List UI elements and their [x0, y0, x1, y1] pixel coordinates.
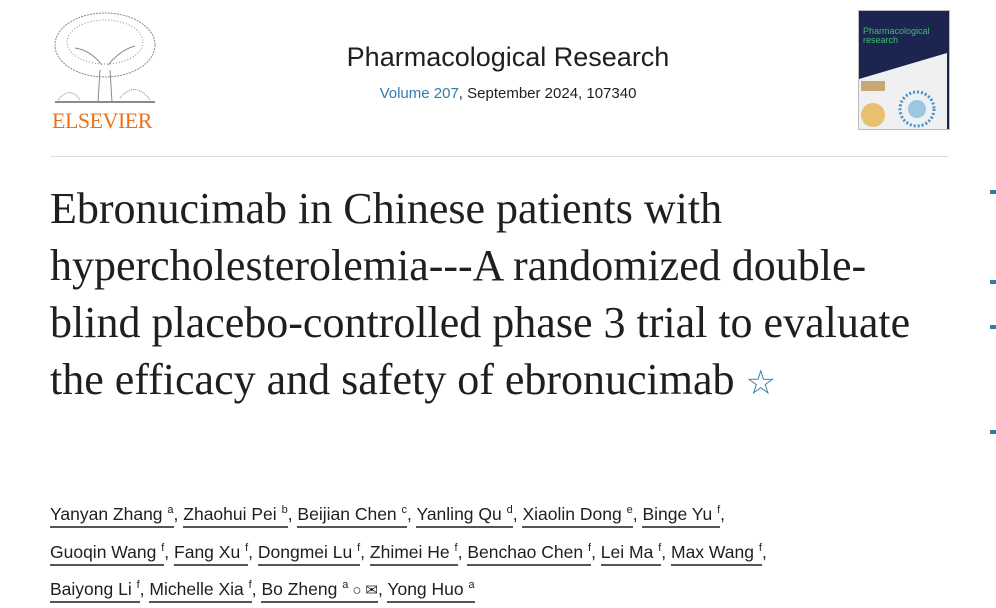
author-separator: , — [164, 541, 175, 562]
author-name: Zhaohui Pei — [183, 504, 277, 524]
affiliation-marker: f — [758, 541, 762, 554]
affiliation-marker: f — [717, 504, 721, 516]
affiliation-marker: f — [245, 541, 249, 554]
side-panel-edge — [990, 430, 996, 434]
article-title: Ebronucimab in Chinese patients with hyp… — [50, 180, 930, 412]
author-separator: , — [248, 541, 258, 562]
star-footnote-icon[interactable]: ☆ — [745, 365, 777, 402]
author-link[interactable]: Binge Yu f — [642, 504, 721, 528]
author-link[interactable]: Beijian Chen c — [297, 504, 408, 528]
affiliation-marker: f — [658, 541, 662, 554]
author-separator: , — [251, 579, 262, 599]
cover-title: Pharmacological research — [863, 26, 930, 45]
affiliation-marker: f — [248, 579, 252, 591]
affiliation-marker: a — [167, 504, 174, 516]
author-link[interactable]: Bo Zheng a ○ ✉ — [261, 579, 378, 603]
affiliation-marker: f — [454, 541, 458, 554]
elsevier-wordmark: ELSEVIER — [52, 108, 152, 133]
affiliation-marker: f — [357, 541, 361, 554]
cover-artwork — [859, 53, 947, 129]
author-separator: , — [720, 504, 726, 524]
author-name: Bo Zheng — [261, 579, 338, 599]
author-link[interactable]: Fang Xu f — [174, 541, 249, 566]
affiliation-marker: d — [506, 504, 513, 516]
side-panel-edge — [990, 190, 996, 194]
affiliation-marker: c — [401, 504, 408, 516]
author-link[interactable]: Michelle Xia f — [149, 579, 252, 603]
author-separator: , — [591, 541, 601, 562]
elsevier-logo[interactable] — [50, 10, 160, 132]
author-link[interactable]: Lei Ma f — [600, 541, 662, 566]
author-separator: , — [139, 579, 150, 599]
author-name: Max Wang — [671, 541, 754, 562]
affiliation-marker: f — [136, 579, 140, 591]
author-link[interactable]: Yanling Qu d — [416, 504, 513, 528]
author-name: Lei Ma — [600, 541, 654, 562]
author-separator: , — [360, 541, 370, 562]
header-divider — [50, 156, 948, 157]
author-link[interactable]: Dongmei Lu f — [257, 541, 361, 566]
author-separator: , — [407, 504, 417, 524]
person-icon: ○ — [352, 582, 362, 599]
author-name: Xiaolin Dong — [522, 504, 622, 524]
author-separator: , — [287, 504, 298, 524]
author-name: Michelle Xia — [149, 579, 244, 599]
author-separator: , — [512, 504, 523, 524]
author-name: Baiyong Li — [50, 579, 132, 599]
author-link[interactable]: Guoqin Wang f — [50, 541, 165, 566]
author-name: Yanyan Zhang — [50, 504, 163, 524]
article-title-text: Ebronucimab in Chinese patients with hyp… — [50, 184, 911, 404]
author-link[interactable]: Max Wang f — [671, 541, 762, 566]
envelope-icon: ✉ — [365, 582, 378, 599]
issue-info: , September 2024, 107340 — [458, 85, 637, 102]
author-separator: , — [173, 504, 184, 524]
journal-header: Pharmacological Research Volume 207, Sep… — [260, 42, 756, 102]
volume-link[interactable]: Volume 207 — [379, 85, 459, 102]
author-name: Binge Yu — [642, 504, 713, 524]
affiliation-marker: a — [342, 579, 349, 591]
author-link[interactable]: Zhimei He f — [369, 541, 458, 566]
author-separator: , — [661, 541, 671, 562]
affiliation-marker: f — [588, 541, 592, 554]
affiliation-marker: a — [468, 579, 475, 591]
author-separator: , — [632, 504, 643, 524]
author-name: Zhimei He — [369, 541, 450, 562]
affiliation-marker: f — [161, 541, 165, 554]
author-link[interactable]: Yong Huo a — [387, 579, 475, 603]
author-link[interactable]: Baiyong Li f — [50, 579, 140, 603]
side-panel-edge — [990, 280, 996, 284]
author-name: Fang Xu — [174, 541, 241, 562]
author-name: Guoqin Wang — [50, 541, 157, 562]
affiliation-marker: e — [626, 504, 633, 516]
journal-cover-image[interactable]: Pharmacological research — [858, 10, 950, 130]
author-separator: , — [457, 541, 468, 562]
author-name: Yong Huo — [387, 579, 464, 599]
author-name: Dongmei Lu — [257, 541, 353, 562]
author-link[interactable]: Zhaohui Pei b — [183, 504, 288, 528]
side-panel-edge — [990, 325, 996, 329]
author-link[interactable]: Benchao Chen f — [467, 541, 592, 566]
affiliation-marker: b — [281, 504, 288, 516]
journal-meta: Volume 207, September 2024, 107340 — [260, 85, 756, 102]
author-name: Yanling Qu — [416, 504, 502, 524]
author-separator: , — [377, 579, 388, 599]
author-link[interactable]: Xiaolin Dong e — [522, 504, 633, 528]
author-name: Benchao Chen — [467, 541, 584, 562]
author-link[interactable]: Yanyan Zhang a — [50, 504, 174, 528]
journal-title-link[interactable]: Pharmacological Research — [346, 42, 670, 72]
author-list: Yanyan Zhang a, Zhaohui Pei b, Beijian C… — [50, 494, 910, 608]
author-separator: , — [761, 541, 767, 562]
tree-icon — [54, 12, 156, 103]
author-name: Beijian Chen — [297, 504, 397, 524]
